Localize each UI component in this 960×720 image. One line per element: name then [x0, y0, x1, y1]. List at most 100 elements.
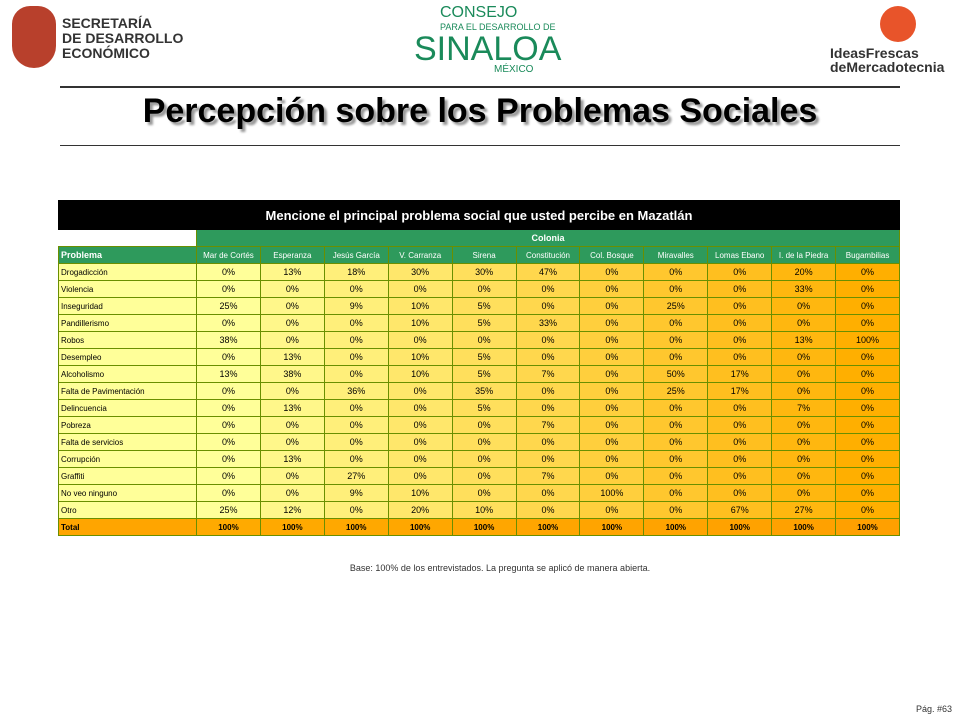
cell: 9% — [323, 484, 389, 502]
cell: 0% — [707, 433, 773, 451]
cell: 50% — [643, 365, 709, 383]
cell: 7% — [515, 416, 581, 434]
cell: 0% — [643, 450, 709, 468]
cell: 0% — [835, 450, 900, 468]
row-label: Falta de Pavimentación — [58, 382, 197, 400]
row-label: Pobreza — [58, 416, 197, 434]
cell: 0% — [196, 382, 261, 400]
cell: 0% — [323, 365, 389, 383]
row-label: Total — [58, 518, 197, 536]
cell: 0% — [259, 297, 325, 315]
cell: 0% — [259, 280, 325, 298]
cell: 100% — [643, 518, 709, 536]
cell: 0% — [196, 433, 261, 451]
cell: 5% — [451, 399, 517, 417]
logo-text: CONSEJO — [440, 4, 518, 21]
logo-text: deMercadotecnia — [830, 59, 945, 75]
cell: 0% — [387, 450, 453, 468]
logo-text: PARA EL DESARROLLO DE — [440, 22, 556, 32]
cell: 20% — [771, 263, 837, 281]
cell: 0% — [387, 280, 453, 298]
cell: 100% — [323, 518, 389, 536]
blank — [58, 229, 197, 247]
cell: 100% — [387, 518, 453, 536]
cell: 25% — [643, 382, 709, 400]
cell: 0% — [579, 416, 645, 434]
row-label: Corrupción — [58, 450, 197, 468]
cell: 100% — [771, 518, 837, 536]
cell: 0% — [835, 467, 900, 485]
row-label: Alcoholismo — [58, 365, 197, 383]
cell: 0% — [707, 263, 773, 281]
cell: 0% — [579, 297, 645, 315]
cell: 0% — [707, 484, 773, 502]
cell: 0% — [835, 263, 900, 281]
row: Falta de servicios 0% 0% 0% 0% 0% 0% 0% 0% 0% 0% 0% — [58, 433, 900, 451]
cell: 0% — [643, 348, 709, 366]
cell: 100% — [451, 518, 517, 536]
cell: 100% — [579, 518, 645, 536]
cell: 0% — [196, 280, 261, 298]
cell: 0% — [579, 450, 645, 468]
cell: 0% — [515, 382, 581, 400]
cell: 100% — [196, 518, 261, 536]
cell: 0% — [835, 399, 900, 417]
cell: 0% — [451, 433, 517, 451]
cell: 0% — [643, 484, 709, 502]
cell: 0% — [515, 484, 581, 502]
cell: 0% — [835, 297, 900, 315]
footnote: Base: 100% de los entrevistados. La preg… — [349, 563, 651, 573]
cell: 25% — [196, 297, 261, 315]
cell: 5% — [451, 297, 517, 315]
cell: 0% — [771, 297, 837, 315]
cell: 0% — [323, 280, 389, 298]
cell: 17% — [707, 382, 773, 400]
cell: 0% — [771, 365, 837, 383]
cell: 0% — [387, 467, 453, 485]
cell: 0% — [643, 416, 709, 434]
cell: 0% — [451, 416, 517, 434]
cell: 0% — [707, 416, 773, 434]
cell: 0% — [451, 280, 517, 298]
cell: 0% — [707, 314, 773, 332]
row-label: Violencia — [58, 280, 197, 298]
cell: 0% — [259, 314, 325, 332]
cell: 0% — [835, 280, 900, 298]
cell: 0% — [771, 382, 837, 400]
cell: 0% — [259, 416, 325, 434]
cell: 10% — [387, 314, 453, 332]
logo-text: MÉXICO — [494, 64, 534, 75]
row: Pobreza 0% 0% 0% 0% 0% 7% 0% 0% 0% 0% 0% — [58, 416, 900, 434]
rule — [60, 86, 900, 88]
row: Delincuencia 0% 13% 0% 0% 5% 0% 0% 0% 0% 7% 0% — [58, 399, 900, 417]
cell: 7% — [515, 467, 581, 485]
cell: 27% — [323, 467, 389, 485]
cell: 13% — [259, 263, 325, 281]
cell: 47% — [515, 263, 581, 281]
cell: 0% — [643, 263, 709, 281]
cell: 0% — [323, 450, 389, 468]
cell: 5% — [451, 365, 517, 383]
cell: 0% — [515, 348, 581, 366]
cell: 0% — [835, 433, 900, 451]
row-label: Pandillerismo — [58, 314, 197, 332]
cell: 0% — [259, 331, 325, 349]
row-label: No veo ninguno — [58, 484, 197, 502]
cell: 0% — [835, 365, 900, 383]
cell: 0% — [515, 280, 581, 298]
cell: 0% — [323, 399, 389, 417]
cell: 67% — [707, 501, 773, 519]
group-row: Colonia — [58, 229, 900, 247]
row: Falta de Pavimentación 0% 0% 36% 0% 35% 0% 0% 25… — [58, 382, 900, 400]
row: Total 100% 100% 100% 100% 100% 100% 100% 100% 100… — [58, 518, 900, 536]
cell: 10% — [451, 501, 517, 519]
cell: 30% — [451, 263, 517, 281]
column-header: Sirena — [451, 246, 517, 264]
cell: 17% — [707, 365, 773, 383]
cell: 0% — [771, 416, 837, 434]
cell: 0% — [515, 433, 581, 451]
row-label: Falta de servicios — [58, 433, 197, 451]
cell: 0% — [259, 433, 325, 451]
cell: 38% — [196, 331, 261, 349]
cell: 0% — [579, 467, 645, 485]
